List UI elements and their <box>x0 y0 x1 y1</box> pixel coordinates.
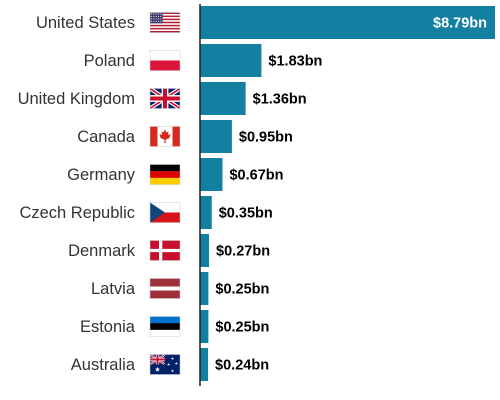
category-label: Denmark <box>68 242 136 260</box>
value-label: $0.25bn <box>215 320 269 336</box>
value-label: $0.27bn <box>216 244 270 260</box>
flag-lv-icon <box>149 278 181 299</box>
flag-dk-icon <box>149 240 181 261</box>
category-label: United States <box>36 14 135 32</box>
category-label: Poland <box>84 52 135 70</box>
flag-pl-icon <box>149 50 181 71</box>
bar <box>200 158 223 191</box>
flag-au-icon <box>149 354 181 375</box>
value-label: $0.25bn <box>215 282 269 298</box>
bar <box>200 44 262 77</box>
category-label: Czech Republic <box>19 204 135 222</box>
category-label: United Kingdom <box>18 90 135 108</box>
category-label: Latvia <box>91 280 136 298</box>
category-label: Canada <box>77 128 136 146</box>
flag-ca-icon <box>149 126 181 147</box>
flag-de-icon <box>149 164 181 185</box>
bar <box>200 310 209 343</box>
bar <box>200 234 210 267</box>
bar <box>200 348 209 381</box>
value-label: $1.36bn <box>253 92 307 108</box>
category-label: Germany <box>67 166 136 184</box>
value-label: $1.83bn <box>268 54 322 70</box>
flag-us-icon <box>149 12 181 33</box>
bar <box>200 6 495 39</box>
value-label: $0.35bn <box>219 206 273 222</box>
value-label: $0.67bn <box>229 168 283 184</box>
flag-gb-icon <box>149 88 181 109</box>
bar <box>200 272 209 305</box>
flag-cz-icon <box>149 202 181 223</box>
flag-ee-icon <box>149 316 181 337</box>
bar <box>200 196 212 229</box>
value-label: $8.79bn <box>433 16 487 32</box>
bar <box>200 82 246 115</box>
category-label: Estonia <box>80 318 136 336</box>
value-label: $0.24bn <box>215 358 269 374</box>
category-label: Australia <box>71 356 136 374</box>
value-label: $0.95bn <box>239 130 293 146</box>
bar <box>200 120 232 153</box>
